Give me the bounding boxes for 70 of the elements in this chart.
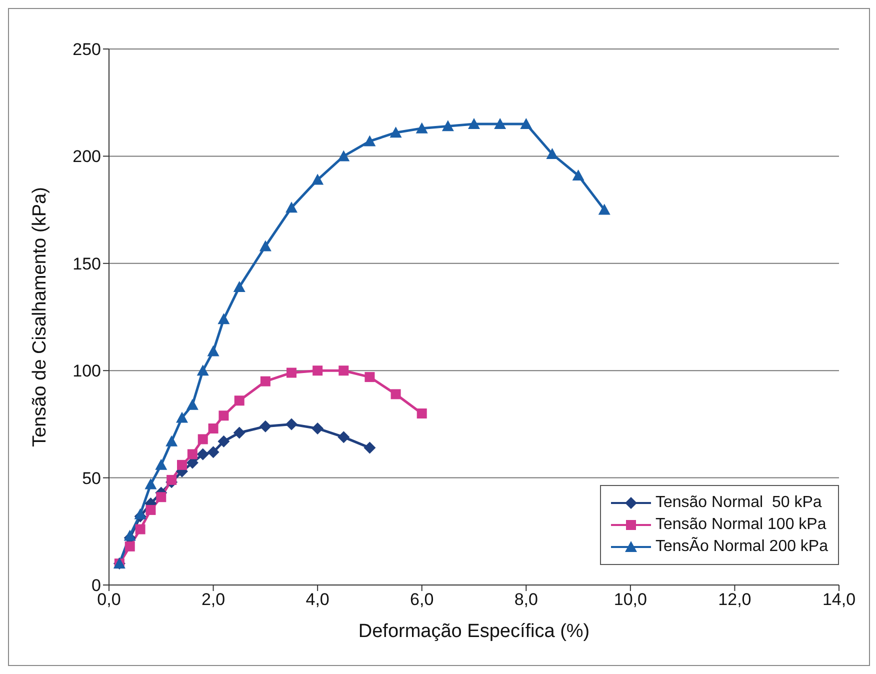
- point: [364, 372, 375, 382]
- legend-label: Tensão Normal 50 kPa: [655, 494, 822, 511]
- point: [218, 410, 229, 421]
- point: [546, 148, 558, 160]
- point: [312, 422, 324, 434]
- point: [312, 366, 323, 376]
- point: [233, 280, 246, 292]
- point: [166, 474, 177, 485]
- point: [286, 202, 298, 213]
- y-tick-label: 150: [72, 254, 101, 274]
- x-tick-label: 14,0: [822, 590, 856, 610]
- x-tick-label: 12,0: [718, 590, 752, 610]
- x-tick-label: 2,0: [201, 590, 226, 610]
- legend-label: TensÃo Normal 200 kPa: [655, 538, 828, 555]
- point: [186, 398, 198, 410]
- point: [218, 313, 230, 324]
- point: [234, 396, 244, 406]
- point: [124, 530, 136, 541]
- point: [312, 174, 324, 185]
- point: [155, 458, 168, 470]
- y-axis-title: Tensão de Cisalhamento (kPa): [30, 187, 51, 447]
- point: [177, 460, 187, 470]
- point: [233, 426, 246, 439]
- point: [468, 118, 480, 130]
- point: [494, 118, 506, 130]
- point: [198, 434, 208, 444]
- point: [260, 376, 270, 386]
- y-tick-label: 200: [72, 147, 101, 166]
- point: [176, 412, 188, 423]
- legend-label: Tensão Normal 100 kPa: [655, 516, 826, 533]
- point: [390, 389, 401, 400]
- y-tick-label: 100: [72, 362, 101, 381]
- point: [364, 442, 376, 454]
- x-tick-label: 10,0: [614, 590, 647, 610]
- y-tick-label: 250: [72, 40, 101, 60]
- point: [259, 420, 272, 432]
- point: [144, 478, 157, 490]
- point: [166, 435, 178, 446]
- point: [286, 418, 298, 430]
- point: [338, 431, 350, 444]
- point: [196, 448, 209, 460]
- point: [520, 118, 532, 130]
- y-tick-label: 50: [82, 468, 101, 488]
- point: [442, 120, 454, 132]
- point: [187, 449, 198, 460]
- point: [572, 169, 584, 180]
- point: [416, 122, 428, 134]
- point: [207, 446, 220, 458]
- x-tick-label: 0,0: [97, 590, 121, 610]
- point: [259, 240, 272, 252]
- point: [208, 423, 218, 434]
- x-axis-title: Deformação Específica (%): [358, 621, 590, 642]
- point: [416, 408, 427, 418]
- point: [364, 135, 376, 146]
- point: [390, 126, 402, 138]
- point: [135, 524, 146, 534]
- x-tick-label: 6,0: [410, 590, 434, 610]
- point: [134, 508, 146, 520]
- point: [207, 345, 220, 356]
- x-tick-label: 8,0: [514, 590, 538, 610]
- point: [338, 150, 350, 162]
- point: [218, 435, 230, 448]
- point: [338, 366, 349, 376]
- point: [124, 541, 135, 552]
- point: [196, 364, 209, 376]
- x-tick-label: 4,0: [306, 590, 330, 610]
- point: [156, 492, 166, 502]
- point: [286, 368, 296, 378]
- point: [146, 504, 156, 515]
- point: [598, 204, 610, 215]
